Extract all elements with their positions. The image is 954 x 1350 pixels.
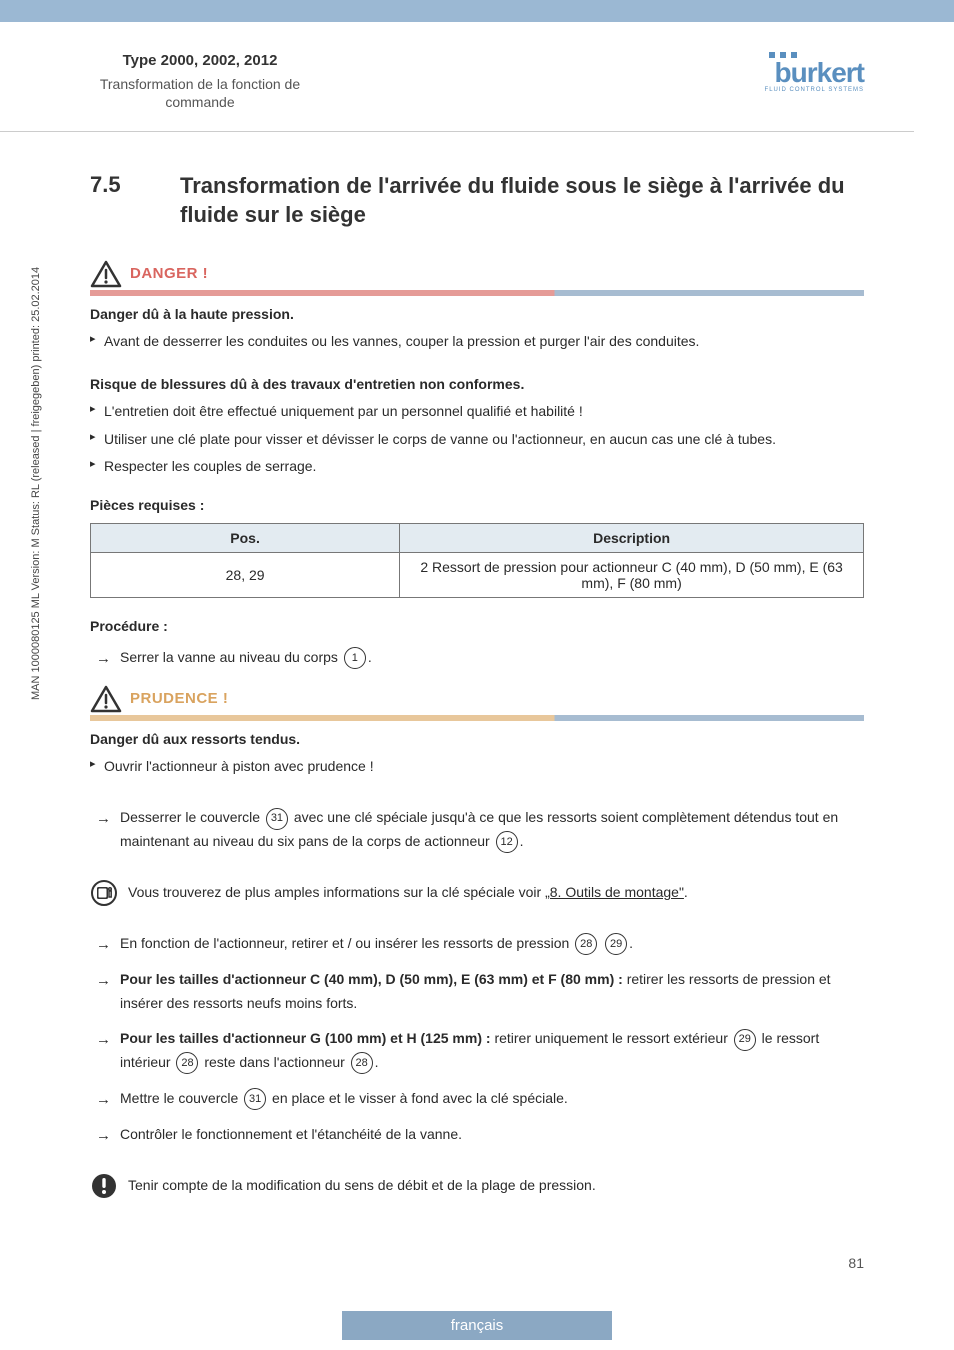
warning-triangle-icon	[90, 685, 122, 713]
ref-circle: 28	[351, 1052, 373, 1074]
procedure-step: Serrer la vanne au niveau du corps 1.	[90, 646, 864, 670]
parts-table: Pos. Description 28, 29 2 Ressort de pre…	[90, 523, 864, 598]
table-header: Pos.	[91, 523, 400, 552]
danger-h1: Danger dû à la haute pression.	[90, 306, 864, 322]
procedure-step: Pour les tailles d'actionneur G (100 mm)…	[90, 1027, 864, 1075]
section-heading: 7.5 Transformation de l'arrivée du fluid…	[90, 172, 864, 229]
ref-circle: 31	[266, 808, 288, 830]
procedure-step: Desserrer le couvercle 31 avec une clé s…	[90, 806, 864, 854]
procedure-step: Contrôler le fonctionnement et l'étanché…	[90, 1123, 864, 1147]
brand-logo: burkert FLUID CONTROL SYSTEMS	[765, 52, 864, 93]
caution-bullet: Ouvrir l'actionneur à piston avec pruden…	[90, 757, 864, 777]
top-bar	[0, 0, 954, 22]
danger-bar	[90, 290, 864, 296]
caution-bar	[90, 715, 864, 721]
exclamation-icon	[90, 1172, 118, 1200]
attention-note: Tenir compte de la modification du sens …	[90, 1172, 864, 1200]
procedure-step: En fonction de l'actionneur, retirer et …	[90, 932, 864, 956]
danger-header: DANGER !	[90, 260, 864, 288]
table-cell: 2 Ressort de pression pour actionneur C …	[400, 552, 864, 597]
danger-bullet: Utiliser une clé plate pour visser et dé…	[90, 430, 864, 450]
header-subtitle: Transformation de la fonction de command…	[70, 75, 330, 111]
ref-circle: 12	[496, 831, 518, 853]
logo-subtext: FLUID CONTROL SYSTEMS	[765, 87, 864, 93]
danger-bullet: Respecter les couples de serrage.	[90, 457, 864, 477]
parts-heading: Pièces requises :	[90, 497, 864, 513]
warning-triangle-icon	[90, 260, 122, 288]
procedure-step: Mettre le couvercle 31 en place et le vi…	[90, 1087, 864, 1111]
danger-label: DANGER !	[130, 265, 208, 282]
side-metadata: MAN 1000080125 ML Version: M Status: RL …	[30, 267, 42, 700]
info-icon	[90, 879, 118, 907]
footer-language: français	[342, 1311, 612, 1340]
page-header: Type 2000, 2002, 2012 Transformation de …	[0, 22, 954, 131]
danger-h2: Risque de blessures dû à des travaux d'e…	[90, 376, 864, 392]
logo-text: burkert	[765, 60, 864, 85]
table-header: Description	[400, 523, 864, 552]
link-tools[interactable]: „8. Outils de montage"	[545, 884, 684, 900]
main-content: 7.5 Transformation de l'arrivée du fluid…	[0, 132, 954, 1244]
section-number: 7.5	[90, 172, 180, 229]
type-title: Type 2000, 2002, 2012	[70, 52, 330, 69]
ref-circle: 29	[605, 933, 627, 955]
section-title: Transformation de l'arrivée du fluide so…	[180, 172, 864, 229]
ref-circle: 28	[176, 1052, 198, 1074]
danger-bullet: L'entretien doit être effectué uniquemen…	[90, 402, 864, 422]
info-note: Vous trouverez de plus amples informatio…	[90, 879, 864, 907]
caution-label: PRUDENCE !	[130, 690, 228, 707]
procedure-step: Pour les tailles d'actionneur C (40 mm),…	[90, 968, 864, 1016]
danger-bullet: Avant de desserrer les conduites ou les …	[90, 332, 864, 352]
caution-header: PRUDENCE !	[90, 685, 864, 713]
procedure-heading: Procédure :	[90, 618, 864, 634]
caution-h1: Danger dû aux ressorts tendus.	[90, 731, 864, 747]
ref-circle: 31	[244, 1088, 266, 1110]
ref-circle: 1	[344, 647, 366, 669]
ref-circle: 28	[575, 933, 597, 955]
ref-circle: 29	[734, 1029, 756, 1051]
page-number: 81	[0, 1245, 954, 1291]
table-row: 28, 29 2 Ressort de pression pour action…	[91, 552, 864, 597]
table-cell: 28, 29	[91, 552, 400, 597]
